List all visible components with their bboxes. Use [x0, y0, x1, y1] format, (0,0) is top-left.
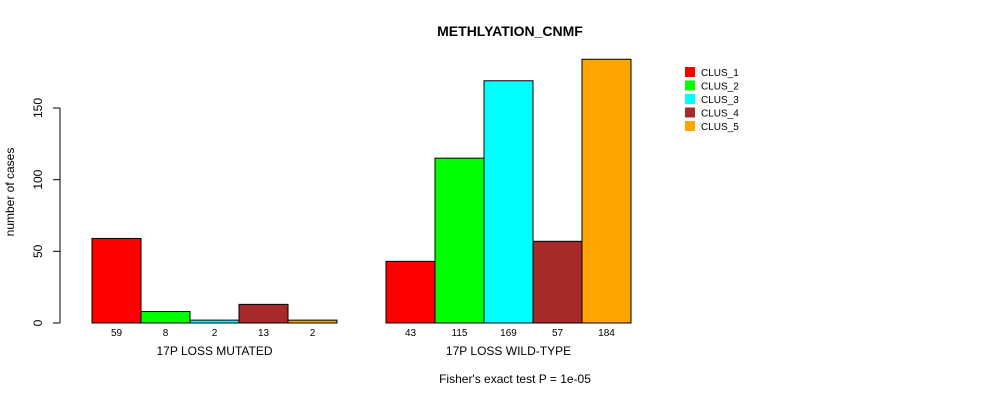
bar-value-label: 59	[111, 328, 123, 339]
value-labels: 59 8 2 13 2 43 115 169 57 184	[111, 328, 615, 339]
y-tick-label: 150	[31, 98, 45, 118]
group-labels: 17P LOSS MUTATED 17P LOSS WILD-TYPE	[156, 344, 571, 358]
bar-clus-1-group-2	[385, 260, 436, 324]
bar-value-label: 115	[452, 328, 468, 339]
chart-title: METHLYATION_CNMF	[437, 23, 583, 39]
y-tick-label: 50	[31, 244, 45, 258]
legend-label: CLUS_1	[701, 68, 739, 79]
legend-swatch	[685, 94, 695, 104]
bar-clus-5-group-2	[581, 58, 632, 324]
legend-label: CLUS_3	[701, 95, 739, 106]
y-tick-label: 100	[31, 169, 45, 189]
bar-clus-5-group-1	[287, 319, 338, 324]
bars	[91, 58, 632, 324]
bar-clus-4-group-2	[532, 240, 583, 324]
legend-label: CLUS_4	[701, 109, 739, 120]
bar-value-label: 57	[552, 328, 564, 339]
bar-value-label: 8	[163, 328, 169, 339]
y-tick-label: 0	[31, 319, 45, 326]
bar-value-label: 184	[598, 328, 615, 339]
bar-clus-3-group-2	[483, 80, 534, 324]
legend-swatch	[685, 121, 695, 131]
bar-value-label: 2	[212, 328, 218, 339]
bar-clus-4-group-1	[238, 303, 289, 324]
legend-label: CLUS_5	[701, 122, 739, 133]
group-label: 17P LOSS MUTATED	[156, 344, 272, 358]
bar-value-label: 43	[405, 328, 417, 339]
bar-value-label: 169	[500, 328, 517, 339]
bar-clus-2-group-2	[434, 157, 485, 324]
legend-label: CLUS_2	[701, 82, 739, 93]
y-axis-label: number of cases	[3, 148, 17, 237]
legend-swatch	[685, 107, 695, 118]
bar-value-label: 13	[258, 328, 270, 339]
legend: CLUS_1 CLUS_2 CLUS_3 CLUS_4 CLUS_5	[685, 67, 739, 133]
group-label: 17P LOSS WILD-TYPE	[446, 344, 571, 358]
legend-swatch	[685, 80, 695, 91]
bar-clus-3-group-1	[189, 319, 240, 324]
fisher-test-footnote: Fisher's exact test P = 1e-05	[439, 372, 591, 386]
y-axis-ticks: 0 50 100 150	[31, 98, 60, 326]
bar-value-label: 2	[310, 328, 316, 339]
legend-swatch	[685, 67, 695, 77]
bar-clus-2-group-1	[140, 311, 191, 324]
bar-clus-1-group-1	[91, 237, 142, 324]
